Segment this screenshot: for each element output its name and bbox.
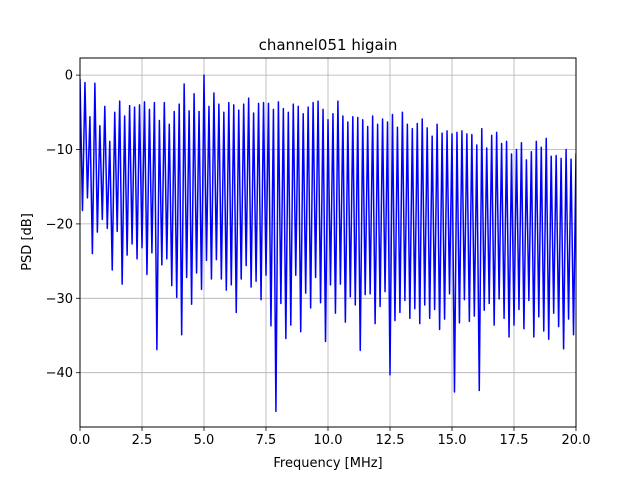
y-tick-label: −30 [46, 292, 73, 307]
axis-ticks: 0.0 2.5 5.0 7.5 10.0 12.5 15.0 17.5 20.0 0 −10 −20 −… [46, 69, 591, 448]
x-tick-label: 20.0 [562, 433, 591, 448]
x-tick-label: 10.0 [314, 433, 343, 448]
chart-title: channel051 higain [259, 36, 398, 54]
y-tick-label: −20 [46, 217, 73, 232]
x-tick-label: 15.0 [438, 433, 467, 448]
y-tick-label: 0 [65, 69, 73, 84]
x-tick-label: 5.0 [194, 433, 215, 448]
plot-area [80, 74, 576, 413]
x-tick-label: 17.5 [500, 433, 529, 448]
y-axis-label: PSD [dB] [20, 213, 35, 271]
x-tick-label: 0.0 [70, 433, 91, 448]
y-tick-label: −40 [46, 366, 73, 381]
x-tick-label: 7.5 [256, 433, 277, 448]
x-axis-label: Frequency [MHz] [273, 456, 382, 471]
psd-series-line [80, 74, 576, 413]
x-tick-label: 2.5 [132, 433, 153, 448]
y-tick-label: −10 [46, 143, 73, 158]
x-tick-label: 12.5 [376, 433, 405, 448]
